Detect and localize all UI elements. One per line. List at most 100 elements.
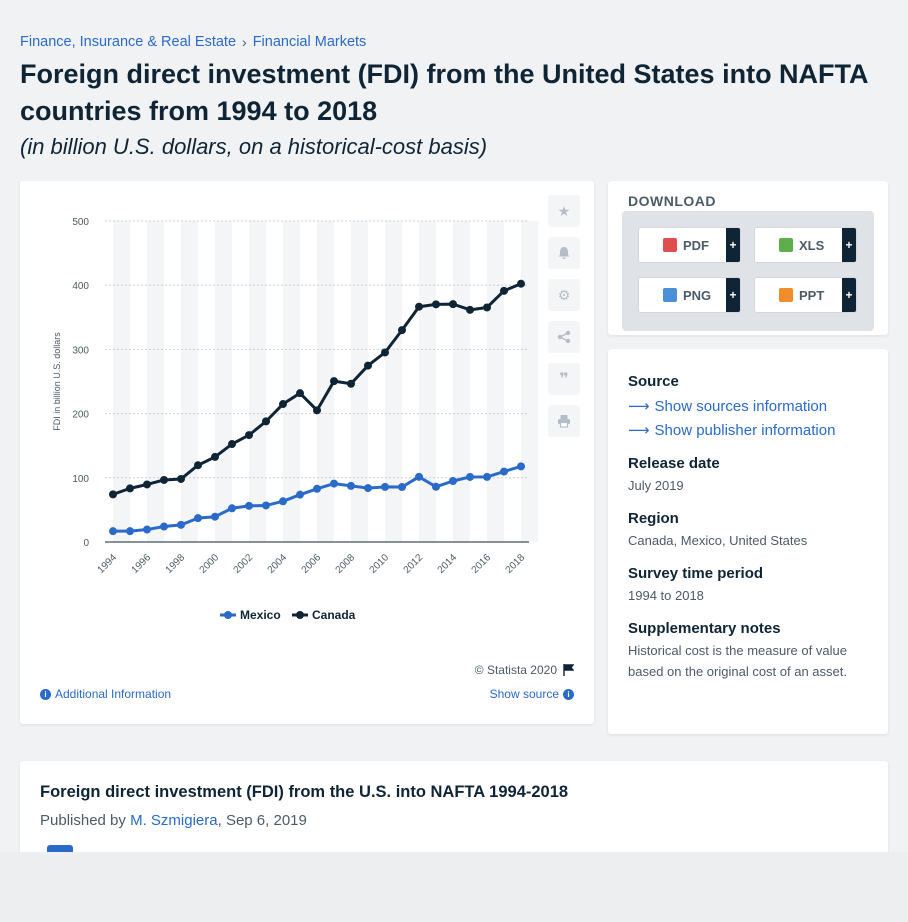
breadcrumb-separator: › <box>242 34 247 50</box>
data-point-canada <box>432 300 440 309</box>
data-point-canada <box>228 440 236 449</box>
cite-button[interactable]: ❞ <box>548 363 580 395</box>
ppt-icon <box>779 288 793 302</box>
page-title: Foreign direct investment (FDI) from the… <box>20 59 868 126</box>
data-point-mexico <box>517 462 525 471</box>
data-point-canada <box>177 474 185 483</box>
pdf-icon <box>663 238 677 252</box>
print-button[interactable] <box>548 405 580 437</box>
top-bar <box>0 0 908 22</box>
data-point-mexico <box>194 514 202 523</box>
supplementary-notes-value: Historical cost is the measure of value … <box>628 643 847 679</box>
download-panel: PDF + XLS + PNG + PPT + <box>622 211 874 331</box>
column-band <box>351 221 368 542</box>
data-point-canada <box>296 389 304 398</box>
show-sources-link[interactable]: ⟶ Show sources information <box>628 397 827 416</box>
data-point-canada <box>211 452 219 461</box>
info-icon: i <box>40 688 51 700</box>
data-point-mexico <box>432 482 440 491</box>
data-point-canada <box>109 490 117 499</box>
data-point-mexico <box>296 490 304 499</box>
gear-icon: ⚙ <box>557 286 571 303</box>
data-point-mexico <box>347 481 355 490</box>
share-button[interactable] <box>548 321 580 353</box>
download-xls-button[interactable]: XLS + <box>754 227 857 263</box>
show-publisher-link[interactable]: ⟶ Show publisher information <box>628 421 835 440</box>
data-point-canada <box>313 406 321 415</box>
show-source-label: Show source <box>489 687 559 701</box>
data-point-canada <box>517 279 525 288</box>
quote-icon: ❞ <box>559 371 569 388</box>
download-pdf-label: PDF <box>683 237 709 253</box>
plus-icon: + <box>726 228 740 262</box>
data-point-canada <box>160 475 168 484</box>
column-band <box>487 221 504 542</box>
author-link[interactable]: M. Szmigiera <box>130 812 218 829</box>
notification-button[interactable] <box>548 237 580 269</box>
download-card: DOWNLOAD PDF + XLS + PNG + PPT + <box>608 181 888 335</box>
release-date-label: Release date <box>628 455 720 472</box>
published-prefix: Published by <box>40 812 126 829</box>
download-ppt-label: PPT <box>799 287 825 303</box>
download-png-label: PNG <box>683 287 712 303</box>
arrow-right-icon: ⟶ <box>628 398 650 415</box>
data-point-canada <box>364 361 372 370</box>
data-point-canada <box>330 377 338 386</box>
survey-period-label: Survey time period <box>628 565 764 582</box>
download-pdf-button[interactable]: PDF + <box>638 227 741 263</box>
arrow-right-icon: ⟶ <box>628 422 650 439</box>
legend-label: Canada <box>312 608 356 622</box>
data-point-mexico <box>415 472 423 481</box>
png-icon <box>663 288 677 302</box>
column-band <box>147 221 164 542</box>
breadcrumb-item-financial-markets[interactable]: Financial Markets <box>252 34 367 50</box>
y-tick-label: 0 <box>83 538 89 549</box>
data-point-canada <box>279 400 287 409</box>
data-point-mexico <box>381 482 389 491</box>
x-tick-label: 2012 <box>402 552 426 576</box>
data-point-canada <box>500 286 508 295</box>
data-point-canada <box>381 348 389 357</box>
breadcrumb-item-finance[interactable]: Finance, Insurance & Real Estate <box>20 34 237 50</box>
legend-marker <box>224 611 232 619</box>
additional-info-link[interactable]: i Additional Information <box>40 687 171 701</box>
x-tick-label: 2000 <box>198 552 222 576</box>
article-title: Foreign direct investment (FDI) from the… <box>40 783 569 801</box>
data-point-canada <box>415 302 423 311</box>
data-point-canada <box>398 326 406 335</box>
show-source-link[interactable]: Show source i <box>490 687 574 701</box>
x-tick-label: 2006 <box>300 552 324 576</box>
favorite-button[interactable]: ★ <box>548 195 580 227</box>
chart-card: 0 100 200 300 400 500 FDI in billion U.S. doll… <box>20 181 594 724</box>
page-subtitle: (in billion U.S. dollars, on a historica… <box>20 134 488 159</box>
region-value: Canada, Mexico, United States <box>628 533 808 548</box>
download-ppt-button[interactable]: PPT + <box>754 277 857 313</box>
column-band <box>215 221 232 542</box>
data-point-mexico <box>228 504 236 513</box>
additional-info-label: Additional Information <box>55 687 172 701</box>
x-tick-label: 2004 <box>266 552 290 576</box>
y-tick-label: 500 <box>72 217 89 228</box>
y-tick-label: 300 <box>72 345 89 356</box>
settings-button[interactable]: ⚙ <box>548 279 580 311</box>
source-info-card: Source ⟶ Show sources information ⟶ Show… <box>608 349 888 734</box>
publish-date: , Sep 6, 2019 <box>217 812 307 829</box>
column-band <box>113 221 130 542</box>
copyright: © Statista 2020 <box>475 663 574 677</box>
survey-period-value: 1994 to 2018 <box>628 588 704 603</box>
download-title: DOWNLOAD <box>628 193 716 209</box>
x-tick-label: 2016 <box>470 552 494 576</box>
data-point-mexico <box>279 497 287 506</box>
data-point-mexico <box>449 477 457 486</box>
data-point-canada <box>466 305 474 314</box>
copyright-text: © Statista 2020 <box>474 663 557 677</box>
source-label: Source <box>628 373 679 390</box>
bell-icon <box>558 247 570 259</box>
x-tick-label: 2018 <box>504 552 528 576</box>
download-png-button[interactable]: PNG + <box>638 277 741 313</box>
legend-label: Mexico <box>240 608 281 622</box>
flag-icon[interactable] <box>563 664 574 676</box>
column-band <box>249 221 266 542</box>
plus-icon: + <box>842 278 856 312</box>
data-point-mexico <box>483 472 491 481</box>
